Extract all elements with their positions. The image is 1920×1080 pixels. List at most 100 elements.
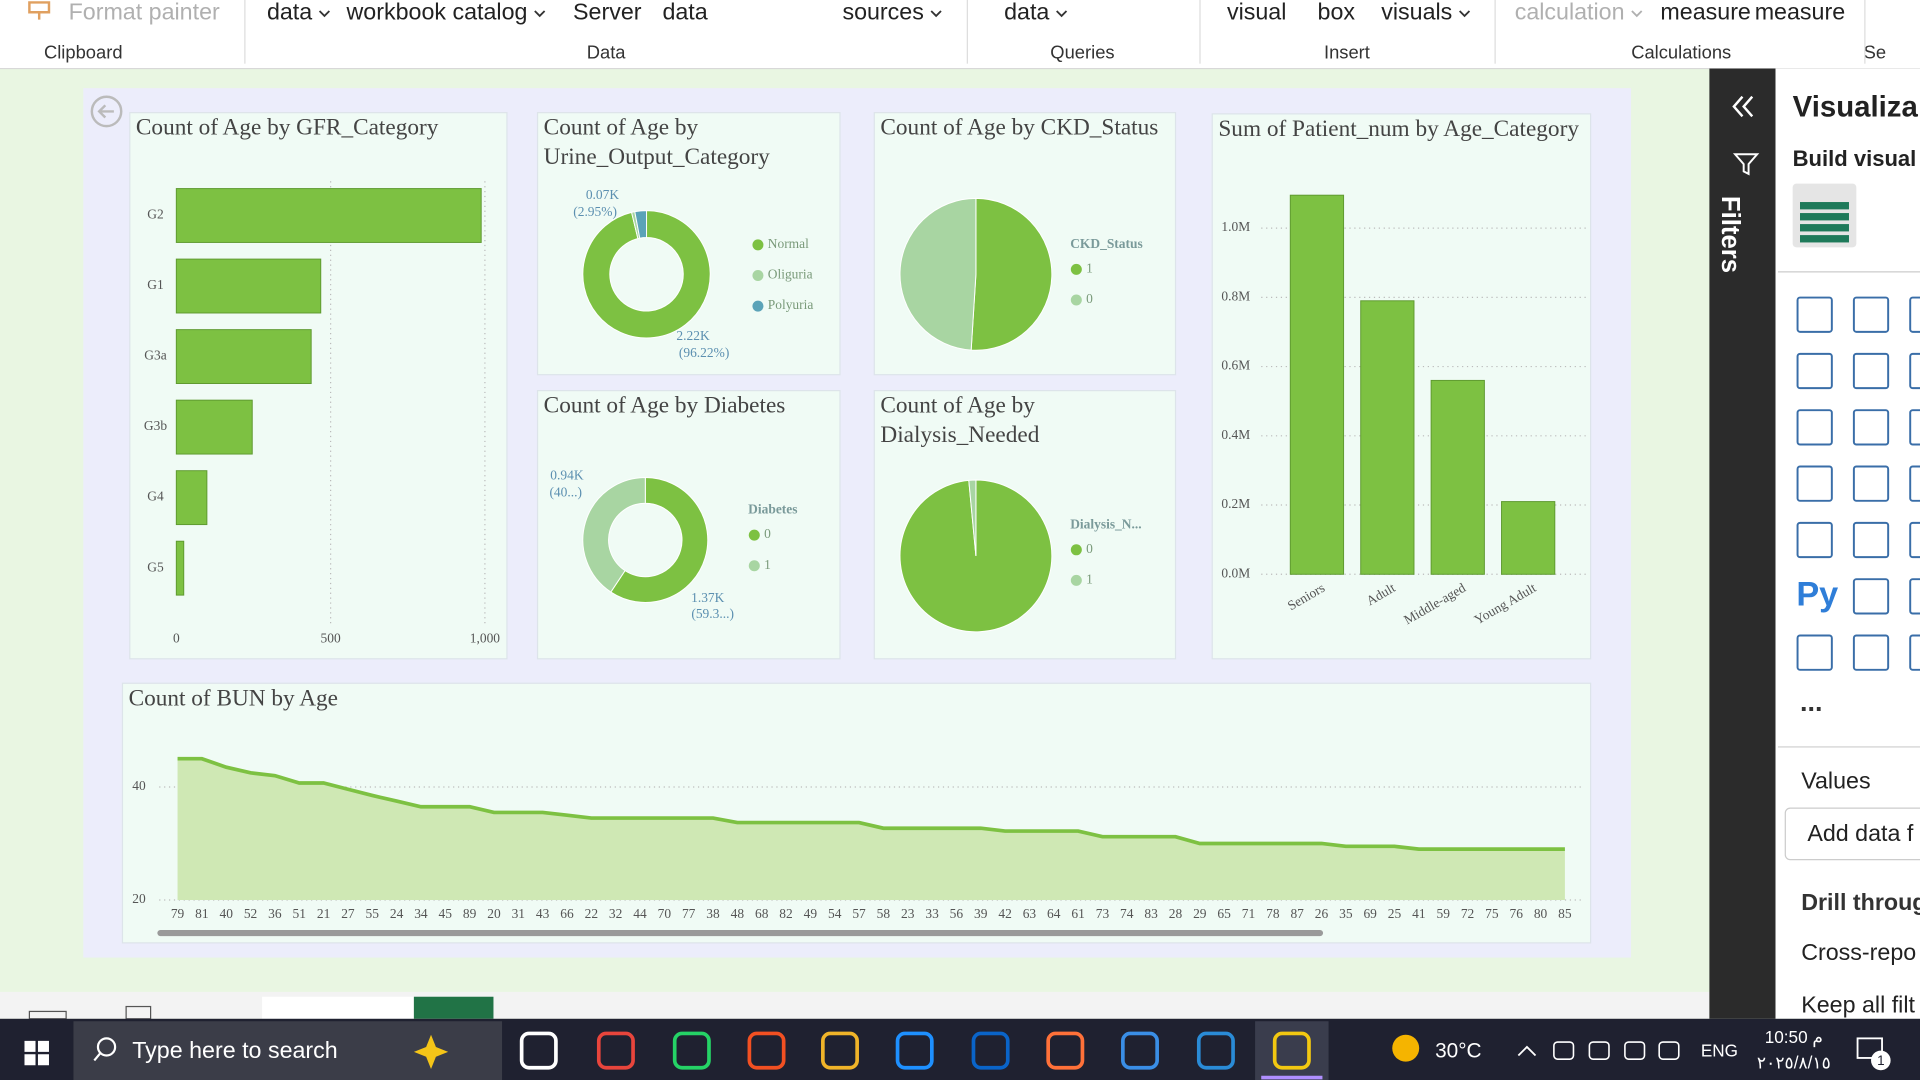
chart-title-box: Count of Age by Urine_Output_Category bbox=[543, 115, 770, 171]
visual-type-icon[interactable] bbox=[1909, 521, 1920, 559]
visual-type-icon[interactable] bbox=[1796, 296, 1833, 333]
page-tab-active[interactable] bbox=[413, 996, 494, 1019]
data-label: 0.94K bbox=[550, 467, 584, 482]
y-tick-label: 0.0M bbox=[1221, 565, 1250, 580]
visual-type-icon[interactable] bbox=[1852, 578, 1890, 615]
ribbon-item[interactable]: visuals bbox=[1381, 0, 1452, 25]
visual-type-icon[interactable] bbox=[1796, 634, 1833, 671]
taskbar-app[interactable] bbox=[1196, 1031, 1235, 1070]
page-tab[interactable] bbox=[262, 996, 414, 1019]
taskbar-app[interactable] bbox=[1272, 1031, 1311, 1070]
weather-icon[interactable] bbox=[1392, 1034, 1420, 1062]
tray-icon[interactable] bbox=[1588, 1041, 1610, 1060]
visual-type-icon[interactable] bbox=[1796, 465, 1833, 502]
ribbon-item[interactable]: calculation bbox=[1515, 0, 1625, 25]
visual-type-icon[interactable] bbox=[1909, 352, 1920, 390]
taskbar-app[interactable] bbox=[519, 1031, 558, 1070]
ribbon-item[interactable]: workbook catalog bbox=[346, 0, 528, 25]
area-fill bbox=[177, 758, 1565, 900]
visual-type-icon[interactable] bbox=[1796, 521, 1833, 559]
visual-type-icon[interactable] bbox=[1796, 352, 1833, 390]
visual-type-icon[interactable] bbox=[1852, 352, 1890, 390]
tray-icon[interactable] bbox=[1658, 1041, 1680, 1060]
more-visuals[interactable]: ... bbox=[1800, 687, 1822, 717]
ribbon-item[interactable]: sources bbox=[842, 0, 923, 25]
legend-label: Oliguria bbox=[768, 267, 813, 282]
legend-label: 0 bbox=[1086, 541, 1093, 556]
taskbar-app[interactable] bbox=[821, 1031, 859, 1070]
visual-type-icon[interactable] bbox=[1909, 296, 1920, 333]
ribbon-item[interactable]: visual bbox=[1227, 0, 1286, 25]
taskbar-app[interactable] bbox=[747, 1031, 786, 1070]
visual-type-icon[interactable] bbox=[1852, 521, 1890, 559]
ribbon-group-label: Calculations bbox=[1631, 42, 1731, 63]
visual-type-icon[interactable] bbox=[1796, 409, 1833, 446]
legend-label: 0 bbox=[1086, 291, 1093, 306]
taskbar-app[interactable] bbox=[672, 1031, 711, 1070]
x-tick-label: 87 bbox=[1290, 906, 1304, 921]
y-tick-label: G2 bbox=[147, 207, 163, 222]
language[interactable]: ENG bbox=[1701, 1040, 1738, 1060]
chart-title: Count of Age by Urine_Output_Category bbox=[543, 115, 770, 171]
visual-type-icon[interactable] bbox=[1852, 296, 1890, 333]
chevron bbox=[1631, 10, 1643, 18]
visual-type-icon[interactable] bbox=[1909, 409, 1920, 446]
ribbon-item[interactable]: measure bbox=[1660, 0, 1750, 25]
data-label: 1.37K bbox=[691, 590, 725, 605]
taskbar-app[interactable] bbox=[1046, 1031, 1085, 1070]
start-button[interactable] bbox=[24, 1040, 49, 1066]
chart-title: Count of Age by Diabetes bbox=[543, 393, 786, 419]
page-tabs-bar bbox=[0, 991, 1710, 1019]
ribbon-item[interactable]: data bbox=[662, 0, 707, 25]
bar bbox=[175, 540, 185, 596]
x-tick-label: 39 bbox=[974, 906, 988, 921]
legend-title: Dialysis_N... bbox=[1070, 516, 1141, 531]
tray-chevron[interactable] bbox=[1517, 1045, 1537, 1057]
ribbon-item[interactable]: data bbox=[1004, 0, 1049, 25]
visual-type-icon[interactable] bbox=[1852, 465, 1890, 502]
ribbon-item[interactable]: box bbox=[1318, 0, 1356, 25]
visual-type-icon[interactable] bbox=[1909, 634, 1920, 671]
tray-icon[interactable] bbox=[1553, 1041, 1575, 1060]
chart-title-box: Count of Age by Dialysis_Needed bbox=[880, 393, 1039, 448]
temperature: 30°C bbox=[1435, 1039, 1481, 1062]
x-tick-label: 41 bbox=[1412, 906, 1425, 921]
x-tick-label: 36 bbox=[268, 906, 282, 921]
visual-type-icon[interactable] bbox=[1909, 578, 1920, 615]
icon-bar bbox=[1800, 235, 1849, 243]
visual-type-icon[interactable] bbox=[1852, 409, 1890, 446]
back-button[interactable] bbox=[90, 95, 123, 128]
x-tick-label: 76 bbox=[1509, 906, 1523, 921]
taskbar-app[interactable] bbox=[596, 1031, 635, 1070]
ribbon-item[interactable]: Server bbox=[573, 0, 642, 25]
tray-icon[interactable] bbox=[1624, 1041, 1646, 1060]
ribbon-item[interactable]: data bbox=[267, 0, 312, 25]
x-tick-label: 56 bbox=[950, 906, 964, 921]
x-tick-label: 83 bbox=[1144, 906, 1158, 921]
field-well[interactable] bbox=[1784, 807, 1920, 861]
python-visual[interactable]: Py bbox=[1796, 575, 1838, 613]
taskbar-app[interactable] bbox=[971, 1031, 1010, 1070]
taskbar-app[interactable] bbox=[895, 1031, 934, 1070]
chevron bbox=[534, 10, 546, 18]
ribbon-item[interactable]: measure bbox=[1755, 0, 1845, 25]
taskbar-app[interactable] bbox=[1121, 1031, 1159, 1070]
clock-time[interactable]: 10:50 م bbox=[1765, 1027, 1823, 1048]
notification-icon[interactable] bbox=[1856, 1037, 1883, 1059]
chart-title-box: Count of BUN by Age bbox=[129, 686, 338, 712]
pie-slice bbox=[899, 197, 977, 351]
ribbon-group-label: Data bbox=[587, 42, 627, 63]
bar bbox=[1430, 379, 1485, 575]
copilot-sparkle bbox=[413, 1034, 449, 1069]
x-tick-label: 51 bbox=[293, 906, 306, 921]
x-tick-label: 55 bbox=[366, 906, 380, 921]
legend-label: 1 bbox=[1086, 260, 1093, 275]
visual-type-icon[interactable] bbox=[1909, 465, 1920, 502]
clock-date[interactable]: ٢٠٢٥/٨/١٥ bbox=[1757, 1053, 1831, 1073]
ribbon-item[interactable]: Format painter bbox=[69, 0, 220, 25]
x-tick-label: 79 bbox=[171, 906, 185, 921]
visual-type-icon[interactable] bbox=[1852, 634, 1890, 671]
filters-strip[interactable] bbox=[1709, 68, 1776, 1019]
filters-label[interactable]: Filters bbox=[1716, 196, 1744, 273]
